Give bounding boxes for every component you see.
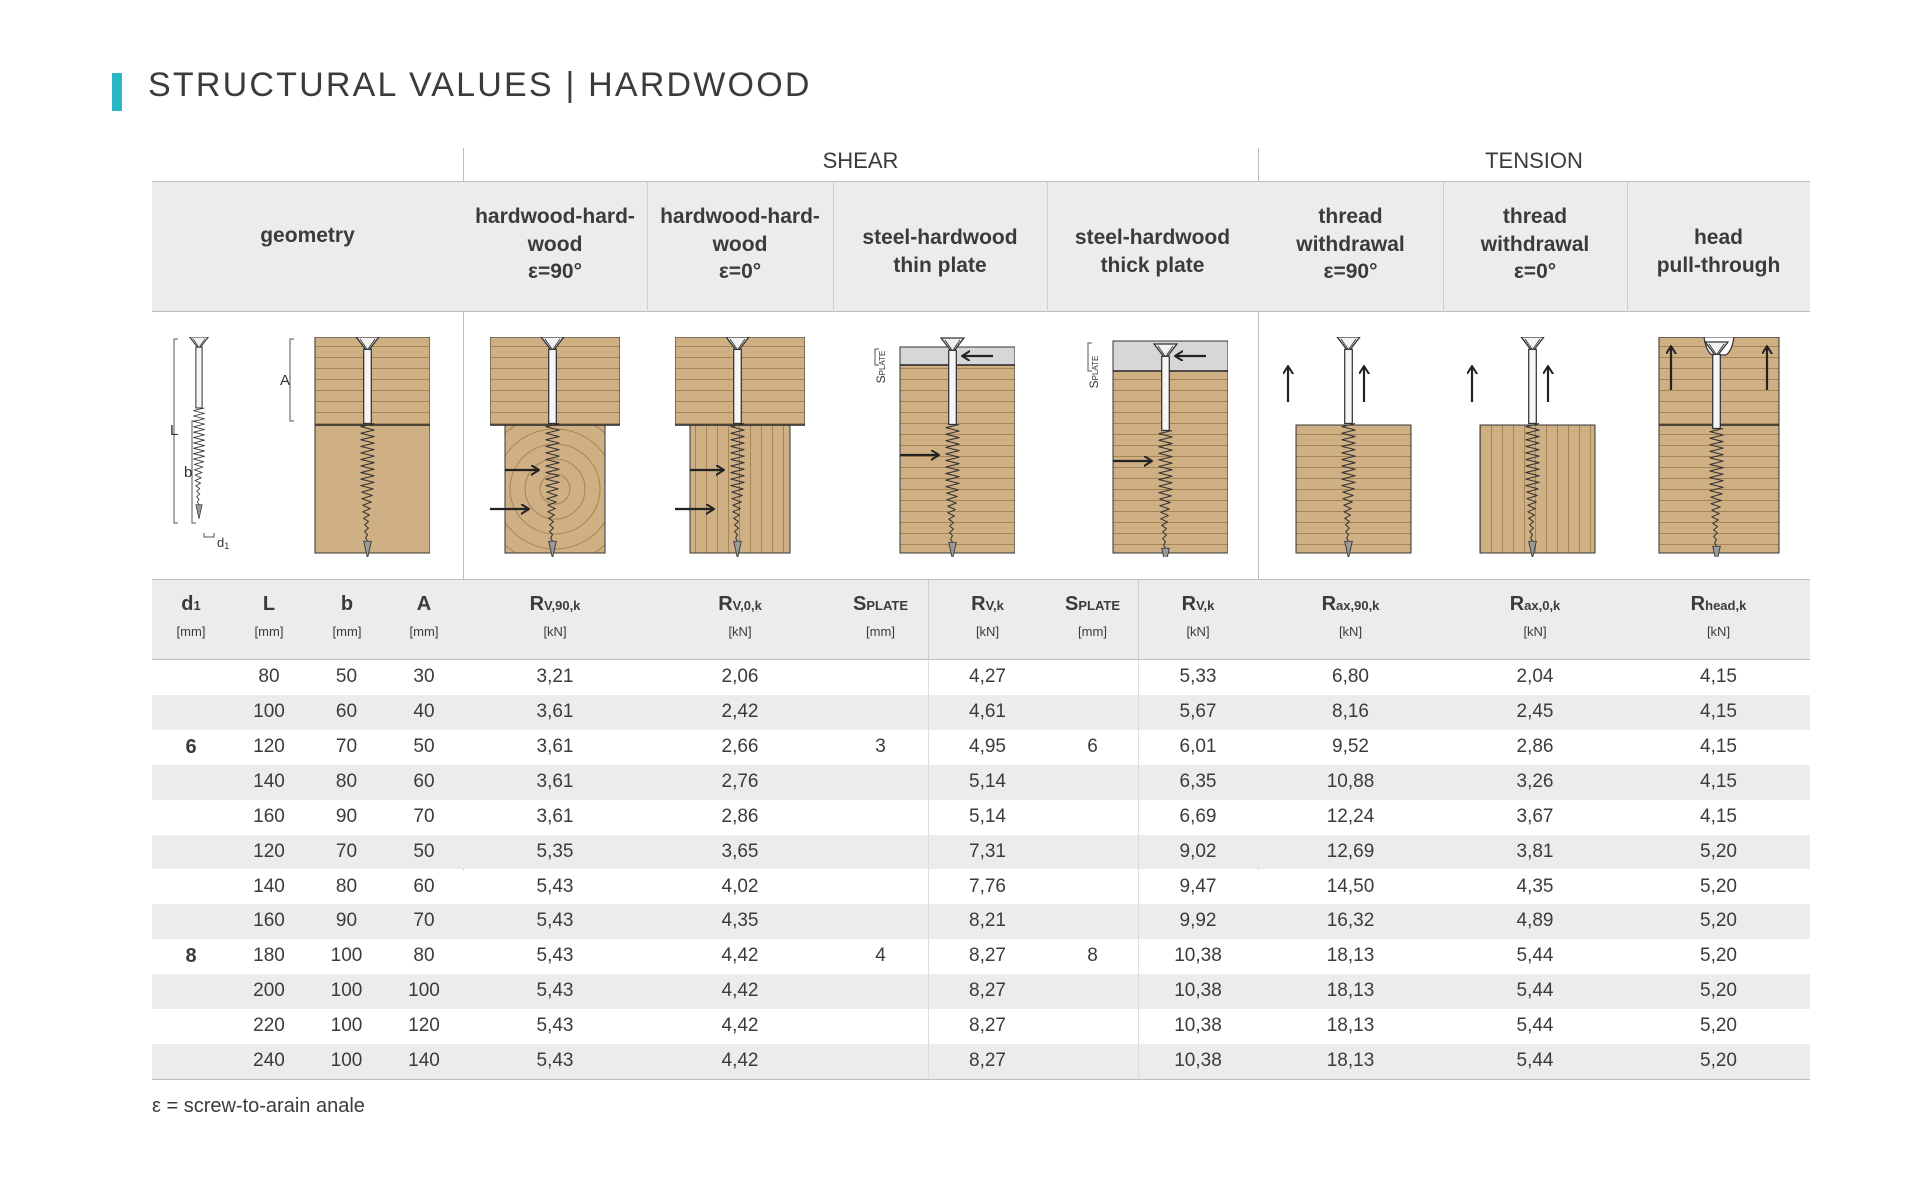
svg-text:SPLATE: SPLATE bbox=[1087, 356, 1101, 389]
svg-text:b: b bbox=[184, 464, 192, 481]
svg-text:A: A bbox=[280, 372, 290, 389]
svg-text:L: L bbox=[170, 422, 178, 439]
svg-text:SPLATE: SPLATE bbox=[874, 351, 888, 384]
svg-text:d1: d1 bbox=[217, 535, 229, 551]
